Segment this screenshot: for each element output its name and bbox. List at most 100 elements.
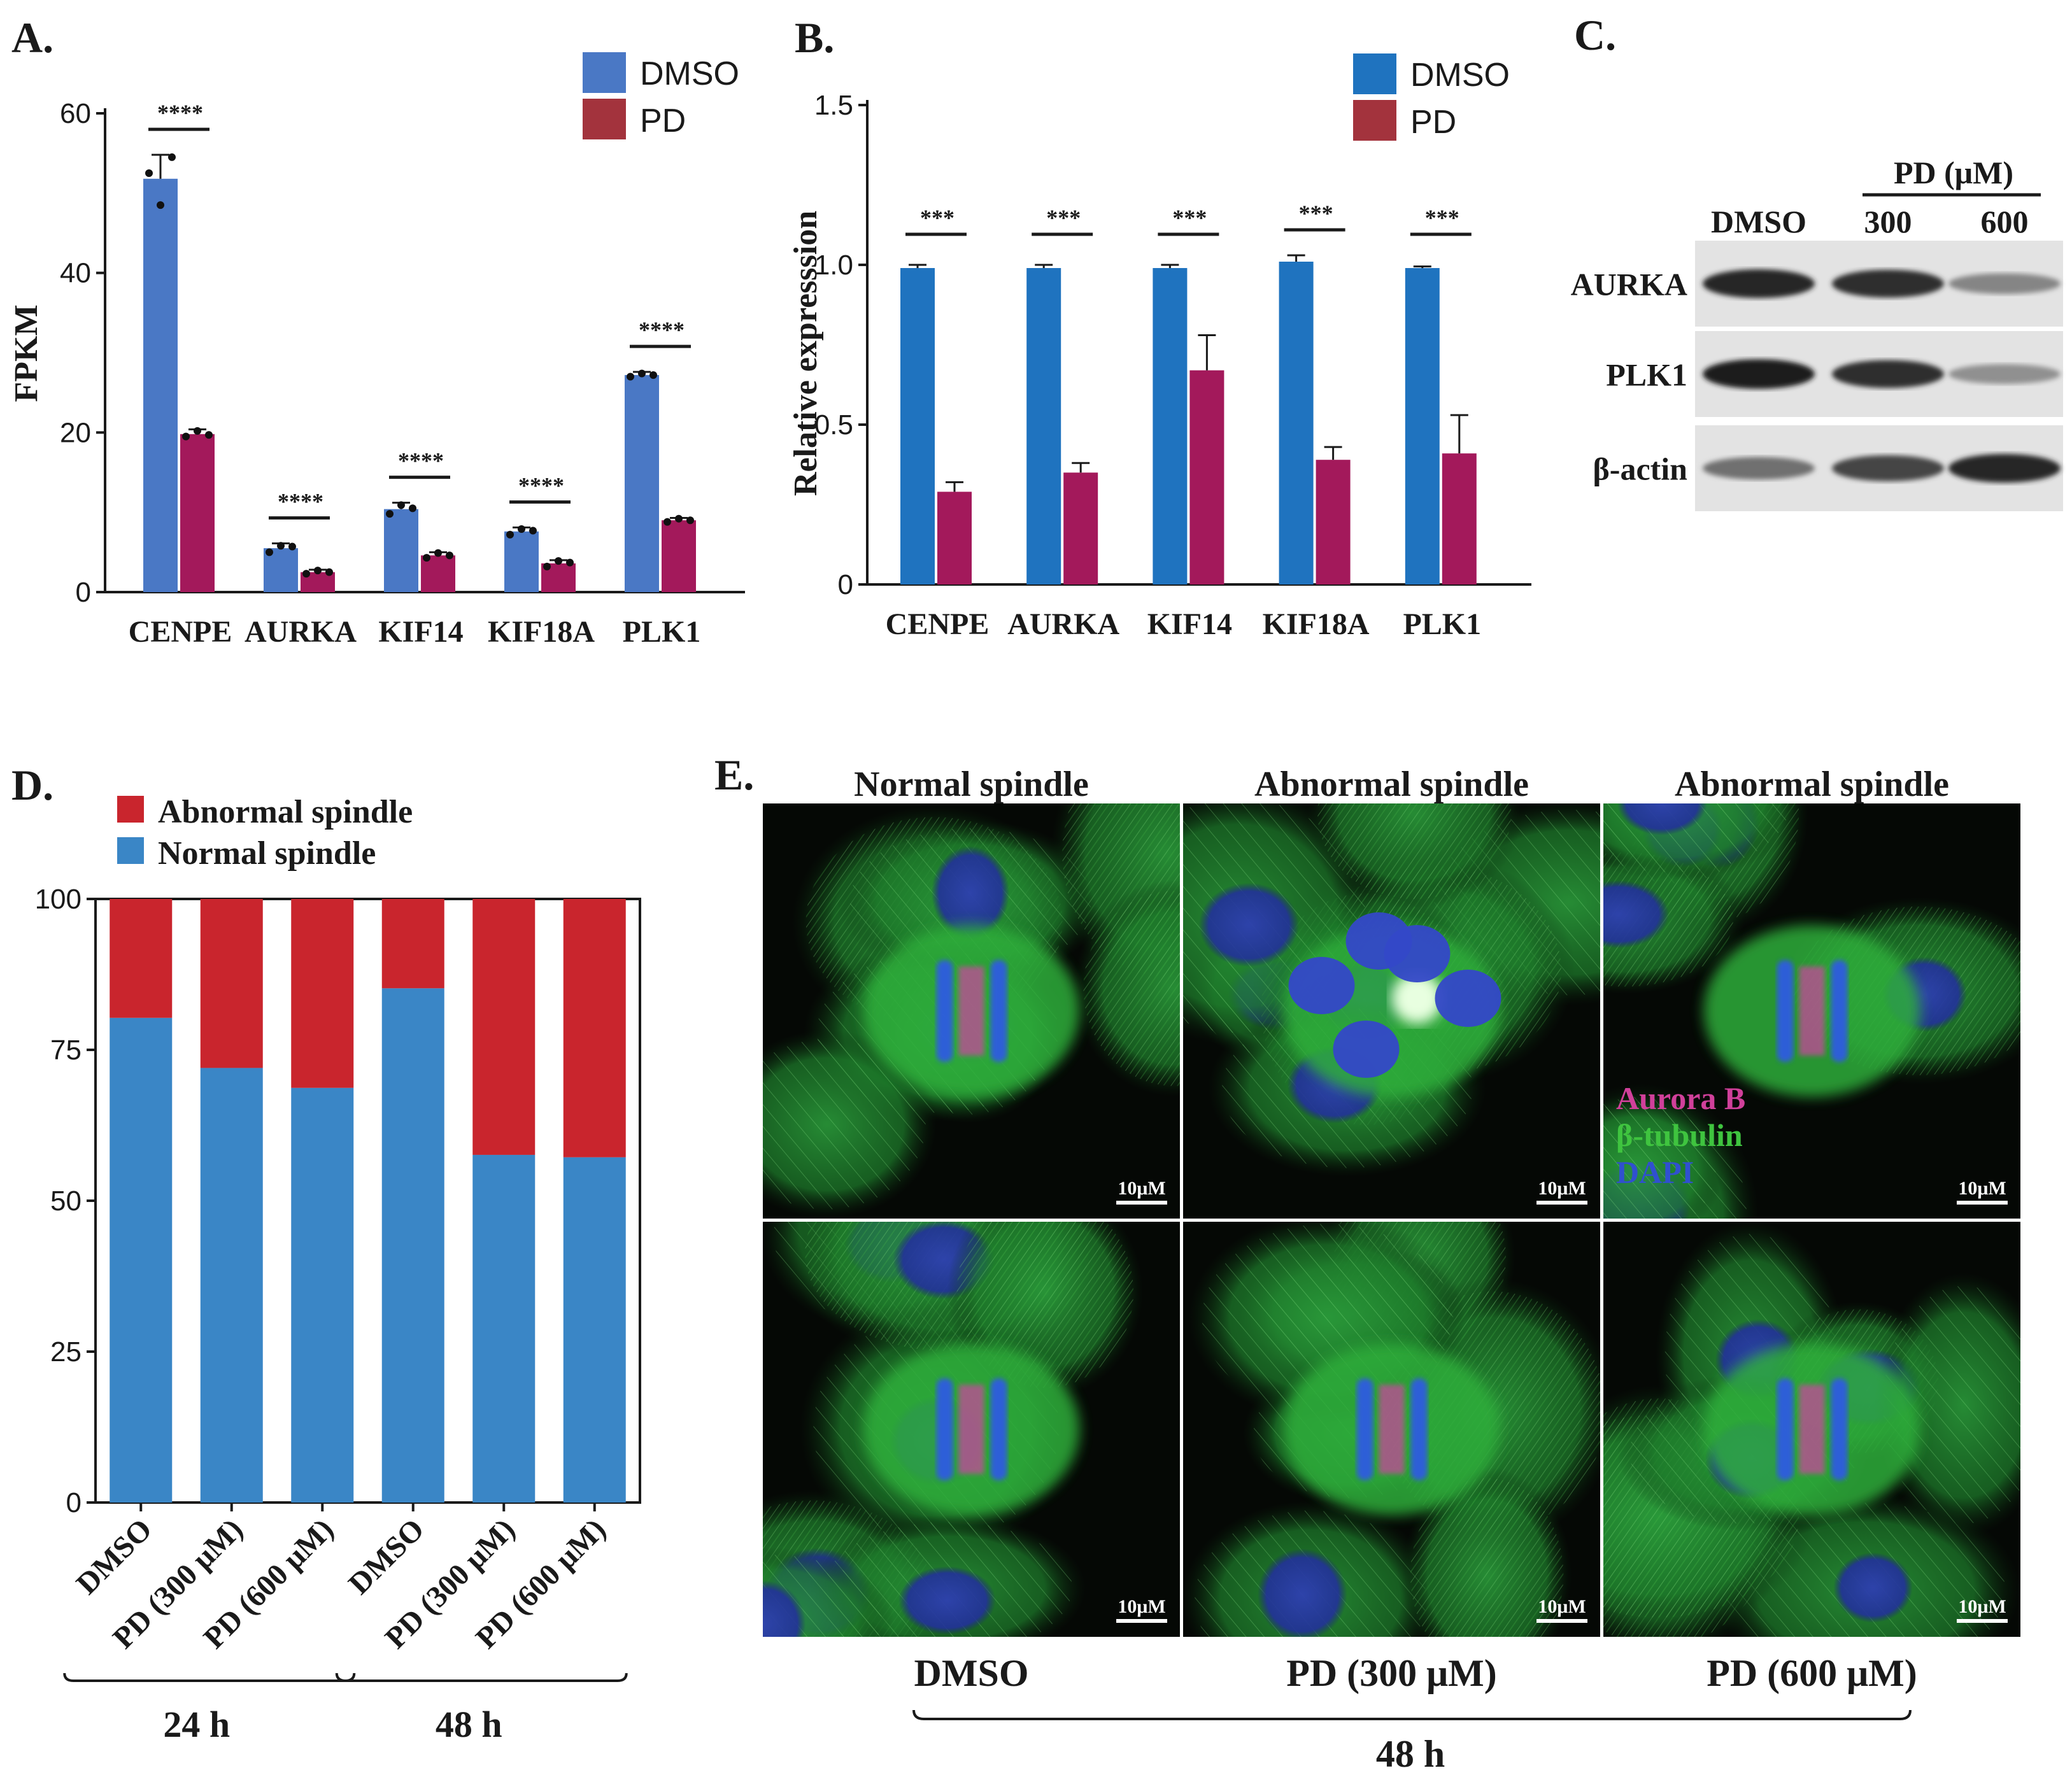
legend-label-dmso: DMSO — [640, 55, 739, 92]
y-tick-label: 0 — [838, 569, 853, 600]
significance-stars-kif14: **** — [398, 448, 444, 474]
panel-a-y-label: FPKM — [8, 304, 45, 402]
panel-e-column-titles: Normal spindle Abnormal spindle Abnormal s… — [854, 765, 1949, 804]
data-point-pd-cenpe — [194, 427, 201, 435]
y-tick-label: 100 — [35, 884, 82, 915]
panel-a-x-labels: CENPE AURKA KIF14 KIF18A PLK1 — [129, 615, 701, 649]
data-point-dmso-kif14 — [386, 510, 394, 518]
chromosome-plate-right — [1831, 1378, 1848, 1480]
y-tick-label: 20 — [60, 417, 91, 448]
nucleus — [1603, 880, 1670, 949]
panel-c-western-blot: C. PD (μM) DMSO 300 600 AURKA PLK1 β-actin — [1571, 11, 2063, 511]
bar-abnormal-1 — [110, 899, 173, 1018]
x-tick-label-kif14: KIF14 — [1147, 607, 1232, 641]
data-point-pd-kif18a — [555, 557, 562, 565]
significance-stars-plk1: *** — [1425, 205, 1459, 230]
nucleus — [1833, 1552, 1913, 1623]
bar-normal-1 — [110, 1017, 173, 1503]
data-point-pd-kif14 — [423, 554, 430, 562]
bar-abnormal-4 — [381, 899, 444, 989]
data-point-pd-cenpe — [182, 432, 190, 441]
bar-normal-4 — [381, 988, 444, 1503]
legend-label-pd: PD — [1410, 104, 1456, 141]
legend-swatch-normal — [117, 837, 144, 864]
channel-label-aurora-b: Aurora B — [1616, 1080, 1745, 1116]
time-bracket — [912, 1709, 1912, 1720]
bar-pd-aurka — [1063, 472, 1098, 584]
bar-dmso-cenpe — [143, 178, 178, 593]
aurora-b-midzone — [1799, 1385, 1825, 1474]
blot-lane-labels: DMSO 300 600 — [1711, 204, 2029, 239]
x-tick-label-kif18a: KIF18A — [1263, 607, 1370, 641]
panel-d-y-ticks: 0 25 50 75 100 — [35, 884, 96, 1518]
legend-label-dmso: DMSO — [1410, 57, 1510, 94]
bar-pd-cenpe — [180, 434, 215, 592]
data-point-dmso-cenpe — [157, 201, 164, 209]
micrograph-content — [1603, 1222, 2020, 1637]
micrograph-row1-col2: 10μM — [1183, 803, 1600, 1219]
data-point-pd-kif18a — [566, 558, 574, 567]
x-tick-label-kif14: KIF14 — [378, 615, 463, 649]
bar-pd-plk1 — [662, 520, 696, 592]
condition-label-pd-600-m: PD (600 μM) — [1707, 1652, 1917, 1694]
time-label: 48 h — [1376, 1733, 1445, 1775]
blot-band-aurka-lane-3 — [1948, 273, 2061, 294]
data-point-dmso-cenpe — [145, 169, 153, 177]
panel-e-microscopy: E. Normal spindle Abnormal spindle Abnorma… — [714, 751, 2020, 1775]
data-point-pd-kif14 — [446, 551, 453, 560]
significance-stars-kif14: *** — [1172, 205, 1207, 230]
x-tick-label-dmso: DMSO — [70, 1512, 159, 1601]
bar-dmso-kif14 — [1153, 268, 1188, 584]
column-title-1: Normal spindle — [854, 765, 1089, 804]
data-point-dmso-kif18a — [506, 530, 514, 539]
blot-lane-label-dmso: DMSO — [1711, 204, 1806, 239]
chromosome-plate-right — [1831, 960, 1848, 1062]
group-bracket-48-h — [335, 1672, 628, 1682]
blot-lane-label-600: 600 — [1981, 204, 2029, 239]
bar-dmso-aurka — [1026, 268, 1061, 584]
data-point-pd-plk1 — [663, 518, 671, 526]
legend-swatch-dmso — [583, 52, 626, 93]
aurora-b-midzone — [1379, 1385, 1405, 1474]
micrograph-row2-col2: 10μM — [1183, 1222, 1600, 1637]
blot-row-label-plk1: PLK1 — [1606, 357, 1687, 393]
nucleus — [1257, 1548, 1347, 1637]
microtubule-texture — [1883, 1285, 2020, 1524]
bar-abnormal-5 — [472, 899, 536, 1155]
chromosome-cluster — [1333, 1021, 1400, 1078]
microtubule-texture — [1603, 1101, 1716, 1219]
micrograph-content — [1183, 803, 1600, 1177]
chromosome-plate-left — [1777, 960, 1794, 1062]
chromosome-plate-right — [990, 1378, 1007, 1480]
significance-stars-kif18a: **** — [518, 472, 564, 498]
scale-bar-label: 10μM — [1118, 1178, 1165, 1199]
blot-band-plk1-lane-2 — [1832, 360, 1944, 388]
condition-label-dmso: DMSO — [914, 1652, 1029, 1694]
bar-normal-5 — [472, 1154, 536, 1503]
microtubule-texture — [1410, 1478, 1564, 1637]
blot-header-pd: PD (μM) — [1894, 155, 2013, 190]
panel-d: D. Abnormal spindle Normal spindle 0 25 50… — [11, 761, 641, 1745]
scale-bar-label: 10μM — [1538, 1596, 1586, 1617]
data-point-dmso-aurka — [277, 542, 285, 550]
blot-row-label-actin: β-actin — [1593, 451, 1687, 487]
group-label-48-h: 48 h — [436, 1704, 502, 1745]
data-point-pd-cenpe — [205, 431, 213, 439]
chromosome-plate-right — [990, 960, 1007, 1062]
channel-label-tubulin: β-tubulin — [1616, 1117, 1743, 1153]
bar-abnormal-2 — [200, 899, 263, 1068]
micrograph-row2-col3: 10μM — [1603, 1222, 2020, 1637]
significance-stars-plk1: **** — [639, 317, 685, 343]
panel-e-letter: E. — [714, 751, 754, 799]
nucleus — [1617, 803, 1707, 835]
micrograph-content — [1603, 803, 2020, 1219]
legend-label-normal: Normal spindle — [158, 835, 376, 872]
bar-dmso-plk1 — [625, 375, 659, 592]
legend-swatch-pd — [583, 99, 626, 139]
group-label-24-h: 24 h — [163, 1704, 230, 1745]
legend-label-pd: PD — [640, 103, 686, 139]
chromosome-cluster — [1435, 970, 1501, 1027]
nucleus — [763, 1580, 806, 1637]
significance-stars-aurka: *** — [1046, 205, 1081, 230]
